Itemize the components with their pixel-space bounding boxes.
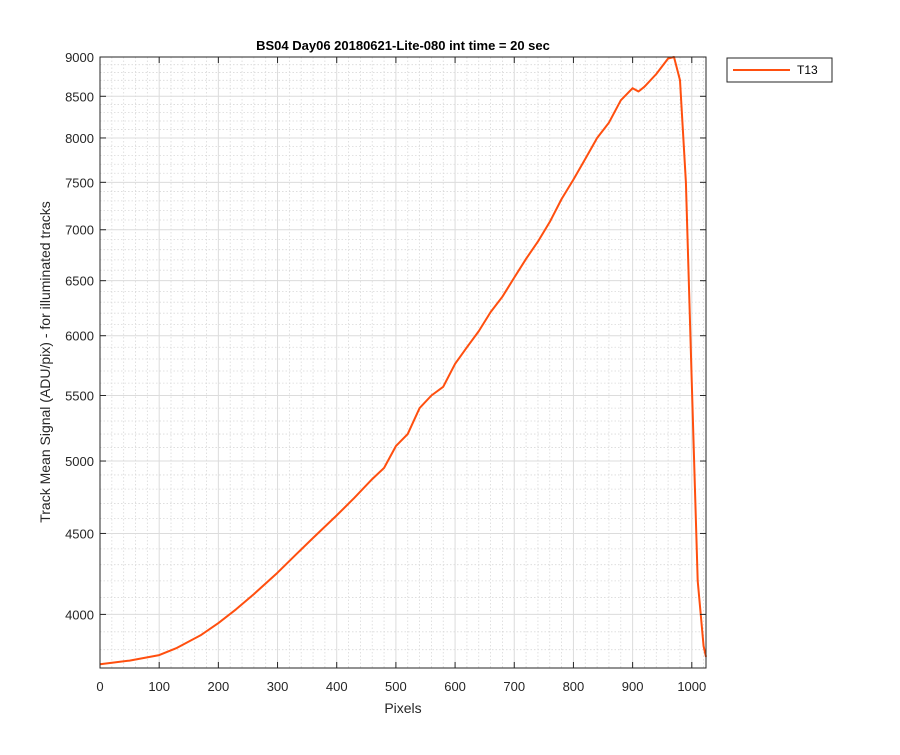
y-tick-label: 8500 (65, 89, 94, 104)
x-tick-label: 900 (622, 679, 644, 694)
x-tick-label: 1000 (677, 679, 706, 694)
series-line-t13 (99, 56, 707, 666)
y-tick-label: 9000 (65, 50, 94, 65)
y-tick-label: 6000 (65, 329, 94, 344)
y-tick-label: 6500 (65, 274, 94, 289)
plot-layer (99, 56, 707, 666)
x-tick-label: 200 (208, 679, 230, 694)
x-tick-label: 100 (148, 679, 170, 694)
x-axis-title: Pixels (384, 700, 421, 716)
x-tick-label: 600 (444, 679, 466, 694)
tick-layer (99, 56, 706, 668)
x-tick-label: 800 (563, 679, 585, 694)
axes-background (100, 57, 706, 668)
y-tick-label: 7000 (65, 223, 94, 238)
y-tick-label: 5000 (65, 454, 94, 469)
legend[interactable]: T13 (726, 57, 833, 83)
x-tick-label: 400 (326, 679, 348, 694)
y-axis-title: Track Mean Signal (ADU/pix) - for illumi… (37, 201, 53, 523)
y-tick-label: 4000 (65, 607, 94, 622)
x-tick-label: 700 (503, 679, 525, 694)
legend-label-t13: T13 (797, 63, 818, 77)
axes-box (99, 56, 707, 669)
chart-title: BS04 Day06 20180621-Lite-080 int time = … (256, 38, 550, 53)
label-layer: 0 100 200 300 400 500 600 700 800 900 1000 4000 4500… (65, 50, 706, 694)
grid-layer (99, 56, 706, 668)
y-tick-label: 4500 (65, 526, 94, 541)
y-tick-label: 7500 (65, 175, 94, 190)
x-tick-label: 300 (267, 679, 289, 694)
x-tick-label: 0 (96, 679, 103, 694)
y-tick-label: 8000 (65, 131, 94, 146)
x-tick-label: 500 (385, 679, 407, 694)
y-tick-label: 5500 (65, 389, 94, 404)
